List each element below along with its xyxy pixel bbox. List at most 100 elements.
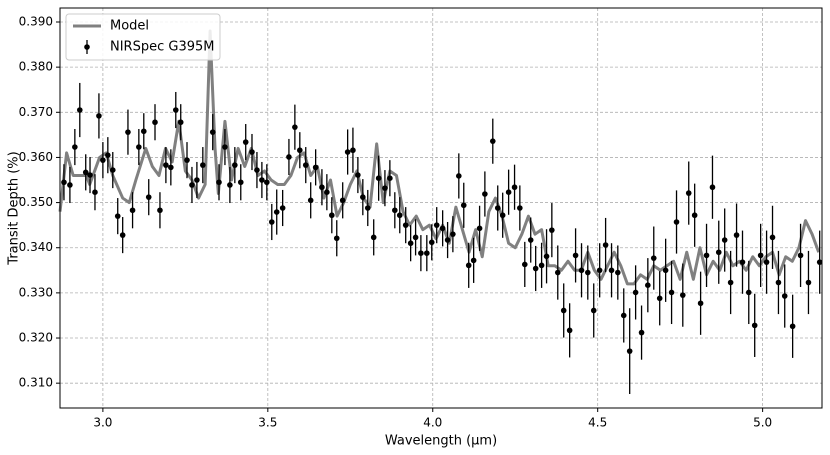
- data-point: [781, 293, 788, 299]
- grid: [60, 8, 822, 408]
- data-point: [319, 184, 325, 191]
- data-point: [72, 144, 78, 150]
- data-point: [344, 149, 351, 155]
- data-point: [222, 144, 228, 150]
- data-point: [615, 269, 621, 276]
- data-point: [789, 323, 796, 330]
- data-point: [360, 194, 366, 200]
- data-point: [254, 167, 260, 173]
- data-point: [302, 162, 309, 168]
- data-point: [209, 129, 216, 135]
- data-point: [157, 207, 163, 214]
- data-point: [125, 129, 131, 135]
- data-point: [816, 259, 823, 265]
- plot-area: [58, 29, 823, 395]
- data-point: [554, 269, 561, 276]
- legend-box: [65, 13, 221, 61]
- data-point: [679, 292, 686, 298]
- data-point: [444, 237, 451, 243]
- data-point: [733, 232, 740, 238]
- data-point: [87, 172, 93, 178]
- data-point: [494, 205, 501, 211]
- data-point: [297, 147, 303, 154]
- data-point: [216, 179, 222, 186]
- data-point: [584, 269, 591, 276]
- data-point: [382, 185, 388, 191]
- y-tick-label: 0.320: [19, 331, 53, 345]
- data-point: [532, 265, 539, 272]
- data-point: [67, 182, 73, 188]
- y-tick-label: 0.380: [19, 60, 53, 74]
- data-point: [273, 209, 280, 215]
- data-point: [100, 157, 106, 163]
- data-point: [249, 149, 255, 155]
- model-line: [58, 29, 821, 286]
- data-point: [489, 138, 496, 144]
- data-point: [76, 107, 83, 113]
- data-point: [105, 152, 111, 158]
- data-point: [433, 222, 440, 228]
- plot-frame: [59, 7, 823, 409]
- data-point: [757, 252, 764, 259]
- data-point: [805, 279, 812, 286]
- y-tick-label: 0.310: [19, 376, 53, 390]
- y-tick-label: 0.390: [19, 14, 53, 28]
- data-point: [333, 235, 340, 242]
- data-point: [709, 184, 716, 191]
- y-axis-label: Transit Depth (%): [7, 151, 22, 265]
- x-tick-label: 5.0: [753, 416, 772, 430]
- data-point: [264, 179, 270, 186]
- data-point: [470, 257, 477, 264]
- data-point: [703, 252, 710, 259]
- y-tick-label: 0.340: [19, 240, 53, 254]
- data-point: [745, 289, 752, 296]
- y-tick-label: 0.360: [19, 150, 53, 164]
- legend-label: Model: [110, 19, 149, 34]
- data-point: [572, 252, 579, 259]
- data-point: [521, 261, 528, 268]
- data-point: [668, 289, 675, 296]
- data-point: [549, 227, 555, 233]
- data-point: [152, 119, 158, 126]
- data-point: [505, 189, 512, 195]
- data-point: [476, 225, 483, 232]
- data-point: [482, 191, 488, 197]
- data-point: [92, 189, 98, 195]
- data-point: [578, 267, 585, 274]
- y-tick-label: 0.350: [19, 195, 53, 209]
- data-point: [439, 225, 446, 232]
- data-point: [662, 267, 669, 274]
- data-point: [465, 262, 472, 269]
- data-point: [168, 164, 174, 171]
- x-axis-label: Wavelength (μm): [385, 434, 497, 449]
- data-point: [511, 184, 518, 191]
- data-point: [109, 167, 116, 173]
- data-point: [172, 107, 179, 113]
- data-point: [626, 348, 633, 354]
- data-point: [775, 279, 782, 286]
- data-point: [456, 173, 462, 179]
- data-point: [145, 194, 152, 200]
- data-point: [412, 234, 419, 241]
- data-point: [96, 113, 102, 119]
- data-point: [460, 202, 467, 209]
- data-point: [184, 157, 190, 163]
- data-point: [82, 169, 89, 176]
- data-point: [242, 139, 249, 145]
- data-point: [292, 124, 298, 130]
- data-point: [715, 249, 722, 256]
- data-point: [307, 197, 314, 204]
- data-point: [418, 250, 424, 256]
- data-point: [691, 212, 698, 219]
- data-point: [428, 239, 435, 246]
- data-point: [656, 295, 663, 302]
- data-point: [697, 300, 704, 307]
- data-point: [119, 232, 126, 238]
- y-tick-label: 0.370: [19, 105, 53, 119]
- data-point: [424, 250, 430, 256]
- data-point: [61, 179, 67, 186]
- data-point: [364, 205, 371, 211]
- data-point: [596, 267, 603, 274]
- data-point: [324, 189, 330, 195]
